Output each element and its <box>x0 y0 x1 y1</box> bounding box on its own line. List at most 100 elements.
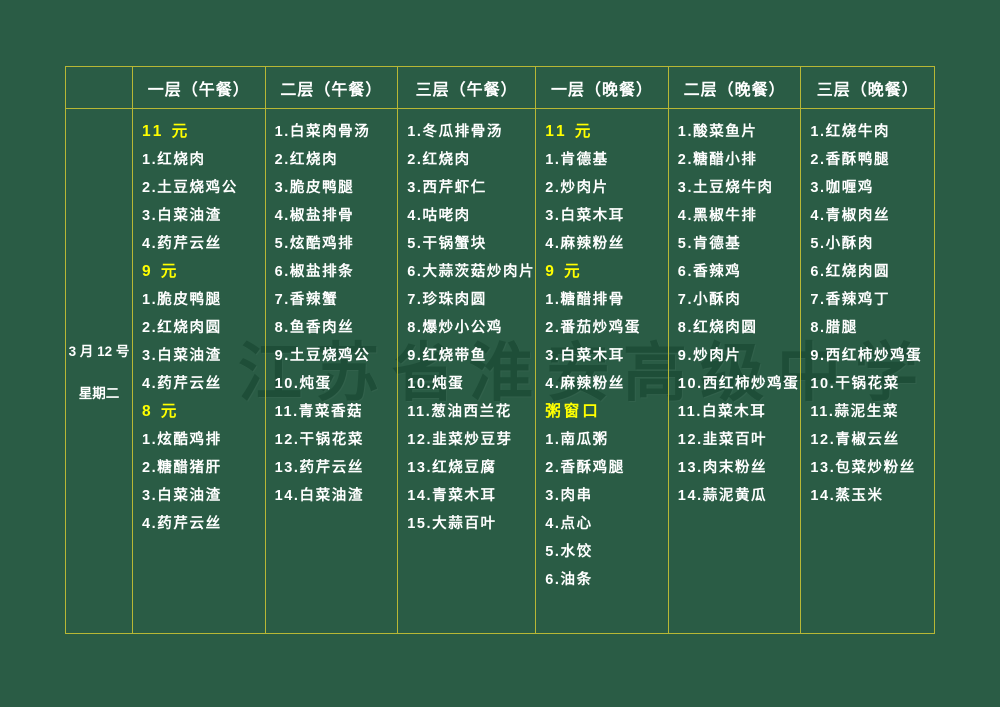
price-label: 9 元 <box>545 263 583 280</box>
menu-item: 6.椒盐排条 <box>274 264 355 280</box>
menu-item: 12.韭菜百叶 <box>677 432 768 448</box>
menu-item: 10.干锅花菜 <box>810 376 900 392</box>
menu-item: 6.红烧肉圆 <box>810 264 891 280</box>
menu-item: 5.炫酷鸡排 <box>274 236 355 252</box>
price-label: 11 元 <box>142 123 191 140</box>
menu-item: 12.韭菜炒豆芽 <box>407 432 513 448</box>
price-label: 11 元 <box>545 123 594 140</box>
corner-cell <box>66 67 133 109</box>
price-label: 9 元 <box>142 263 180 280</box>
price-label: 粥窗口 <box>545 403 601 420</box>
menu-item: 4.椒盐排骨 <box>274 208 355 224</box>
menu-column-floor2-lunch: 1.白菜肉骨汤 2.红烧肉 3.脆皮鸭腿 4.椒盐排骨 5.炫酷鸡排 6.椒盐排条 7.香辣… <box>266 109 399 633</box>
menu-item: 3.肉串 <box>545 488 593 504</box>
menu-item: 1.南瓜粥 <box>545 432 609 448</box>
menu-item: 2.红烧肉圆 <box>142 320 222 336</box>
menu-item: 13.红烧豆腐 <box>407 460 497 476</box>
menu-item: 8.爆炒小公鸡 <box>407 320 503 336</box>
menu-item: 14.白菜油渣 <box>274 488 364 504</box>
weekday-label: 星期二 <box>78 386 120 401</box>
menu-item: 1.脆皮鸭腿 <box>142 292 222 308</box>
menu-item: 4.药芹云丝 <box>142 236 222 252</box>
menu-column-floor1-dinner: 11 元 1.肯德基 2.炒肉片 3.白菜木耳 4.麻辣粉丝 9 元 1.糖醋排骨 2.番茄炒… <box>536 109 669 633</box>
menu-item: 7.香辣蟹 <box>274 292 339 308</box>
menu-item: 10.炖蛋 <box>407 376 465 392</box>
menu-item: 2.土豆烧鸡公 <box>142 180 238 196</box>
menu-item: 1.白菜肉骨汤 <box>274 124 371 140</box>
menu-item: 3.白菜油渣 <box>142 208 222 224</box>
menu-item: 7.珍珠肉圆 <box>407 292 487 308</box>
column-header-floor2-dinner: 二层（晚餐） <box>668 67 802 109</box>
menu-item: 14.青菜木耳 <box>407 488 497 504</box>
menu-item: 2.炒肉片 <box>545 180 609 196</box>
menu-item: 10.西红柿炒鸡蛋 <box>677 376 800 392</box>
menu-item: 3.土豆烧牛肉 <box>677 180 774 196</box>
date-label: 3 月 12 号 <box>68 344 130 359</box>
menu-column-floor3-lunch: 1.冬瓜排骨汤 2.红烧肉 3.西芹虾仁 4.咕咾肉 5.干锅蟹块 6.大蒜茨菇炒肉片 7.… <box>398 109 537 633</box>
column-header-floor1-lunch: 一层（午餐） <box>133 67 266 109</box>
menu-item: 3.脆皮鸭腿 <box>274 180 355 196</box>
menu-item: 9.土豆烧鸡公 <box>274 348 371 364</box>
column-header-floor3-lunch: 三层（午餐） <box>398 67 537 109</box>
menu-item: 15.大蒜百叶 <box>407 516 497 532</box>
menu-column-floor3-dinner: 1.红烧牛肉 2.香酥鸭腿 3.咖喱鸡 4.青椒肉丝 5.小酥肉 6.红烧肉圆 7.香辣鸡丁… <box>801 109 934 633</box>
menu-item: 9.炒肉片 <box>677 348 742 364</box>
menu-item: 2.红烧肉 <box>274 152 339 168</box>
menu-item: 8.红烧肉圆 <box>677 320 758 336</box>
menu-item: 8.腊腿 <box>810 320 858 336</box>
menu-item: 12.青椒云丝 <box>810 432 900 448</box>
column-header-floor3-dinner: 三层（晚餐） <box>801 67 934 109</box>
menu-item: 6.大蒜茨菇炒肉片 <box>407 264 536 280</box>
menu-item: 11.葱油西兰花 <box>407 404 512 420</box>
menu-item: 10.炖蛋 <box>274 376 332 392</box>
menu-item: 1.红烧牛肉 <box>810 124 891 140</box>
watermark-text: 江苏省淮安高级中学 <box>238 337 931 409</box>
menu-item: 1.冬瓜排骨汤 <box>407 124 503 140</box>
menu-item: 7.小酥肉 <box>677 292 742 308</box>
menu-item: 3.白菜木耳 <box>545 208 625 224</box>
menu-item: 5.肯德基 <box>677 236 742 252</box>
menu-item: 11.蒜泥生菜 <box>810 404 899 420</box>
menu-item: 1.酸菜鱼片 <box>677 124 758 140</box>
menu-item: 3.咖喱鸡 <box>810 180 874 196</box>
menu-item: 1.肯德基 <box>545 152 609 168</box>
menu-item: 13.包菜炒粉丝 <box>810 460 916 476</box>
menu-column-floor2-dinner: 1.酸菜鱼片 2.糖醋小排 3.土豆烧牛肉 4.黑椒牛排 5.肯德基 6.香辣鸡 7.小酥肉… <box>669 109 802 633</box>
menu-item: 4.药芹云丝 <box>142 376 222 392</box>
menu-item: 4.麻辣粉丝 <box>545 236 625 252</box>
menu-item: 1.红烧肉 <box>142 152 206 168</box>
menu-item: 13.药芹云丝 <box>274 460 364 476</box>
menu-item: 2.红烧肉 <box>407 152 471 168</box>
menu-column-floor1-lunch: 11 元 1.红烧肉 2.土豆烧鸡公 3.白菜油渣 4.药芹云丝 9 元 1.脆皮鸭腿 2.红… <box>133 109 266 633</box>
menu-item: 3.西芹虾仁 <box>407 180 487 196</box>
menu-item: 1.糖醋排骨 <box>545 292 625 308</box>
menu-item: 4.咕咾肉 <box>407 208 471 224</box>
menu-item: 4.药芹云丝 <box>142 516 222 532</box>
menu-item: 11.白菜木耳 <box>677 404 767 420</box>
menu-item: 9.红烧带鱼 <box>407 348 487 364</box>
menu-item: 4.黑椒牛排 <box>677 208 758 224</box>
menu-item: 8.鱼香肉丝 <box>274 320 355 336</box>
menu-item: 2.香酥鸡腿 <box>545 460 625 476</box>
menu-item: 3.白菜木耳 <box>545 348 625 364</box>
menu-table: 一层（午餐） 二层（午餐） 三层（午餐） 一层（晚餐） 二层（晚餐） 三层（晚餐… <box>65 66 935 634</box>
menu-item: 3.白菜油渣 <box>142 348 222 364</box>
menu-item: 2.香酥鸭腿 <box>810 152 891 168</box>
column-header-floor2-lunch: 二层（午餐） <box>265 67 399 109</box>
menu-item: 6.油条 <box>545 572 593 588</box>
menu-item: 7.香辣鸡丁 <box>810 292 891 308</box>
menu-item: 1.炫酷鸡排 <box>142 432 222 448</box>
menu-item: 4.点心 <box>545 516 593 532</box>
menu-item: 9.西红柿炒鸡蛋 <box>810 348 923 364</box>
menu-item: 2.番茄炒鸡蛋 <box>545 320 641 336</box>
column-header-floor1-dinner: 一层（晚餐） <box>536 67 669 109</box>
menu-item: 11.青菜香菇 <box>274 404 364 420</box>
menu-item: 4.麻辣粉丝 <box>545 376 625 392</box>
menu-item: 3.白菜油渣 <box>142 488 222 504</box>
date-cell: 3 月 12 号 星期二 <box>66 109 133 633</box>
menu-item: 6.香辣鸡 <box>677 264 742 280</box>
menu-item: 2.糖醋猪肝 <box>142 460 222 476</box>
menu-item: 13.肉末粉丝 <box>677 460 768 476</box>
price-label: 8 元 <box>142 403 180 420</box>
menu-item: 4.青椒肉丝 <box>810 208 891 224</box>
